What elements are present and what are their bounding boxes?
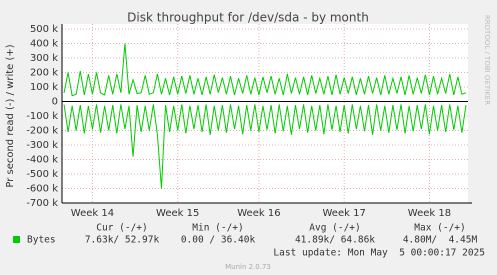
y-axis-label: Pr second read (-) / write (+) (5, 44, 16, 187)
legend-label: Bytes (27, 235, 56, 246)
stat-header: Min (-/+) (192, 223, 243, 234)
y-tick-label: -700 k (26, 198, 58, 209)
y-tick-label: -600 k (26, 184, 58, 195)
stat-value: 4.80M/ 4.45M (403, 235, 478, 246)
y-tick-label: -100 k (26, 111, 58, 122)
stat-value: 0.00 / 36.40k (181, 235, 256, 246)
plot-area (62, 24, 468, 203)
y-tick-label: 100 k (30, 82, 58, 93)
y-tick-label: -300 k (26, 140, 58, 151)
y-tick-label: 400 k (30, 39, 58, 50)
stat-value: 7.63k/ 52.97k (85, 235, 160, 246)
x-tick-label: Week 17 (323, 208, 366, 219)
y-tick-label: 0 (52, 97, 58, 108)
side-label: RRDTOOL / TOBI OETIKER (483, 15, 491, 105)
footer: Munin 2.0.73 (225, 263, 271, 271)
legend: Bytes Cur (-/+) Min (-/+) Avg (-/+) Max … (13, 223, 485, 271)
chart-title: Disk throughput for /dev/sda - by month (127, 11, 369, 25)
legend-swatch (13, 236, 20, 243)
x-tick-label: Week 15 (156, 208, 199, 219)
stat-header: Cur (-/+) (96, 223, 147, 234)
y-tick-label: 300 k (30, 53, 58, 64)
stat-header: Avg (-/+) (309, 223, 360, 234)
x-tick-label: Week 14 (71, 208, 114, 219)
stat-header: Max (-/+) (414, 223, 465, 234)
x-tick-label: Week 18 (408, 208, 451, 219)
last-update: Last update: Mon May 5 00:00:17 2025 (273, 248, 485, 259)
y-tick-label: -400 k (26, 155, 58, 166)
x-tick-label: Week 16 (237, 208, 280, 219)
series-line (63, 43, 467, 97)
y-tick-label: -500 k (26, 169, 58, 180)
stat-value: 41.89k/ 64.86k (295, 235, 375, 246)
y-tick-label: -200 k (26, 126, 58, 137)
y-tick-label: 200 k (30, 68, 58, 79)
y-tick-label: 500 k (30, 24, 58, 35)
series-line (63, 104, 467, 189)
